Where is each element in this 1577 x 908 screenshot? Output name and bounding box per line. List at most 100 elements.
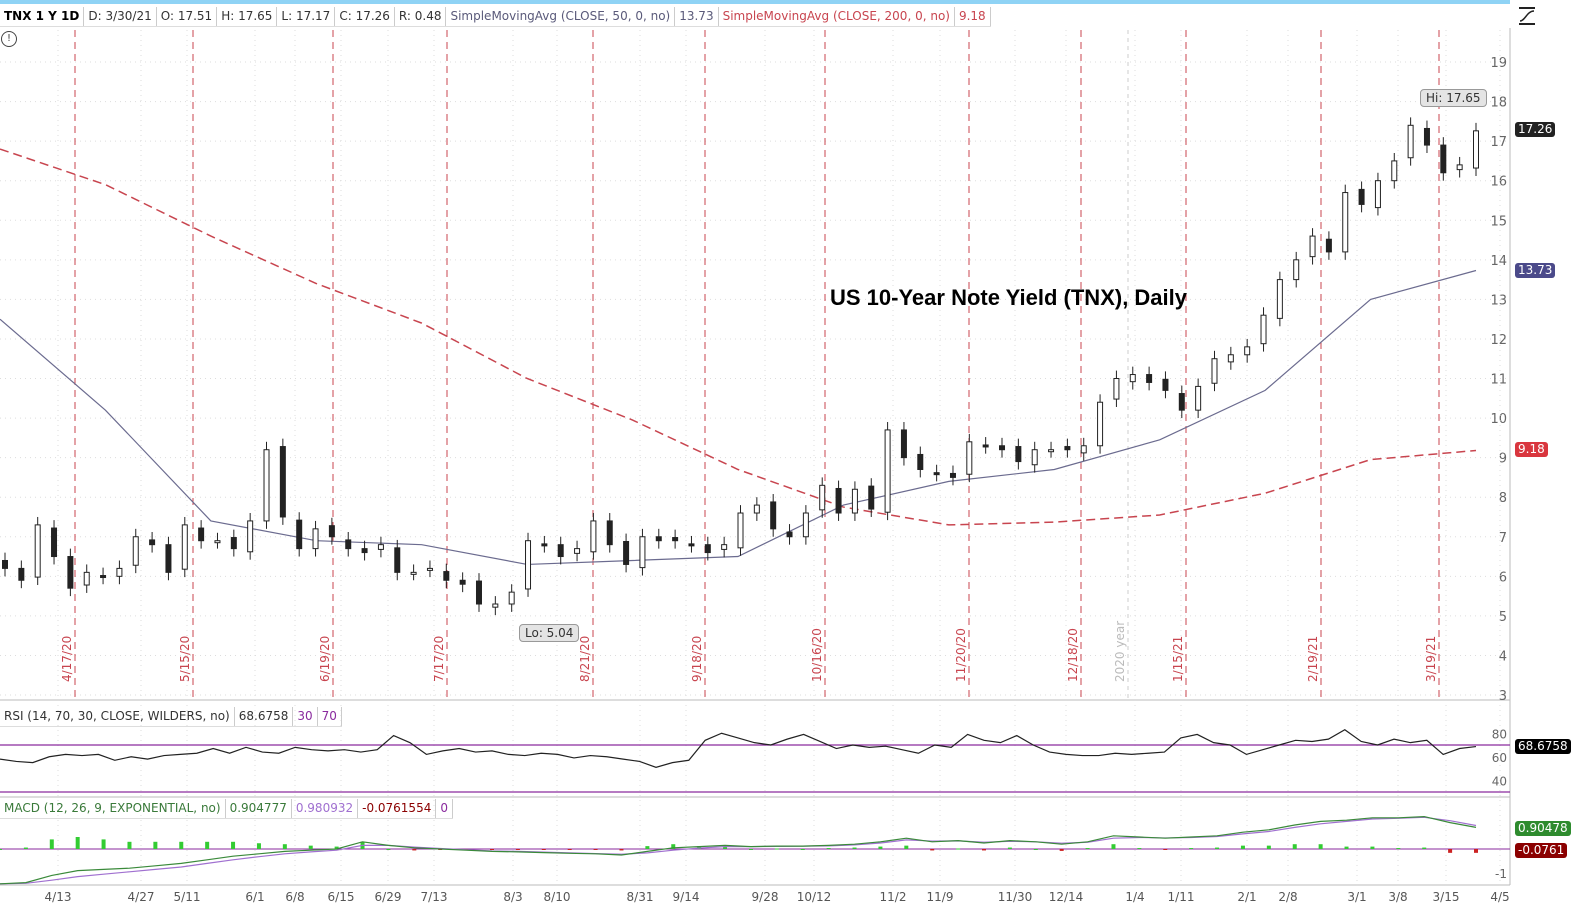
x-tick-label: 9/28	[752, 890, 779, 904]
macd-histogram-bar	[1137, 848, 1142, 850]
macd-histogram-bar	[412, 849, 417, 851]
candle-body	[1162, 378, 1169, 391]
close-value: C: 17.26	[335, 7, 395, 26]
sma50-label[interactable]: SimpleMovingAvg (CLOSE, 50, 0, no)	[446, 7, 676, 26]
macd-histogram-bar	[282, 844, 287, 849]
macd-badge: 0.90478	[1515, 821, 1571, 836]
y-tick-label: 15	[1490, 214, 1507, 229]
x-tick-label: 9/14	[673, 890, 700, 904]
macd-histogram-bar	[593, 849, 598, 850]
expiration-label: 10/16/20	[810, 628, 824, 682]
x-tick-label: 12/14	[1049, 890, 1084, 904]
sma50-line	[0, 269, 1477, 566]
high-value: H: 17.65	[217, 7, 278, 26]
rsi-overbought: 70	[318, 707, 342, 726]
macd-histogram-bar	[723, 846, 728, 849]
macd-histogram-bar	[800, 849, 805, 850]
candle-body	[1211, 358, 1218, 384]
symbol-label[interactable]: TNX 1 Y 1D	[0, 7, 85, 26]
candle-body	[688, 543, 695, 547]
expiration-label: 9/18/20	[690, 636, 704, 682]
trend-line-icon[interactable]	[1517, 6, 1537, 26]
rsi-label[interactable]: RSI (14, 70, 30, CLOSE, WILDERS, no)	[0, 707, 235, 726]
candle-body	[802, 512, 809, 538]
macd-histogram-bar	[774, 848, 779, 850]
macd-label[interactable]: MACD (12, 26, 9, EXPONENTIAL, no)	[0, 799, 226, 818]
rsi-value: 68.6758	[235, 707, 294, 726]
rsi-badge: 68.6758	[1515, 739, 1571, 754]
y-tick-label: 9	[1499, 452, 1507, 467]
macd-header: MACD (12, 26, 9, EXPONENTIAL, no) 0.9047…	[0, 799, 453, 819]
sma200-label[interactable]: SimpleMovingAvg (CLOSE, 200, 0, no)	[719, 7, 955, 26]
sma200-badge: 9.18	[1515, 442, 1548, 457]
candle-body	[279, 446, 286, 518]
candle-body	[1031, 449, 1038, 466]
candle-body	[786, 531, 793, 538]
macd-histogram-bar	[982, 849, 986, 851]
macd-histogram-bar	[1007, 847, 1012, 849]
candle-body	[1276, 279, 1283, 319]
macd-diff: -0.0761554	[358, 799, 437, 818]
candle-body	[475, 580, 482, 605]
candle-body	[884, 429, 891, 513]
macd-histogram-bar	[748, 849, 753, 850]
candle-body	[100, 575, 107, 579]
y-tick-label: 5	[1499, 610, 1507, 625]
candle-body	[1178, 393, 1185, 411]
candle-body	[606, 520, 613, 546]
candle-body	[394, 547, 401, 573]
info-icon[interactable]: !	[1, 31, 17, 47]
candle-body	[328, 525, 335, 538]
candle-body	[1456, 164, 1463, 171]
x-tick-label: 10/12	[797, 890, 832, 904]
candle-body	[116, 567, 123, 577]
x-tick-label: 5/11	[174, 890, 201, 904]
macd-diff-badge: -0.0761	[1515, 843, 1568, 858]
macd-histogram-bar	[0, 849, 2, 850]
macd-histogram-bar	[878, 846, 883, 849]
y-tick-label: 6	[1499, 570, 1507, 585]
x-tick-label: 8/31	[627, 890, 654, 904]
candle-body	[508, 591, 515, 605]
x-tick-label: 2/1	[1237, 890, 1256, 904]
candle-body	[67, 556, 74, 589]
year-label: 2020 year	[1113, 621, 1127, 682]
macd-histogram-bar	[1189, 848, 1194, 850]
candle-body	[819, 484, 826, 511]
x-tick-label: 11/30	[998, 890, 1033, 904]
candle-body	[51, 527, 58, 558]
candle-body	[1391, 160, 1398, 182]
candle-body	[1113, 378, 1120, 400]
macd-histogram-bar	[75, 837, 80, 849]
macd-histogram-bar	[231, 841, 236, 849]
macd-histogram-bar	[49, 839, 54, 849]
candle-body	[868, 485, 875, 510]
candle-body	[377, 544, 384, 550]
macd-histogram-bar	[256, 843, 261, 849]
macd-line	[0, 815, 1477, 885]
candle-body	[132, 536, 139, 566]
candle-body	[1227, 354, 1234, 363]
candle-body	[1244, 346, 1251, 356]
candle-body	[933, 472, 940, 476]
macd-histogram-bar	[956, 848, 961, 850]
expiration-label: 11/20/20	[954, 628, 968, 682]
candle-body	[83, 571, 90, 586]
candle-body	[181, 524, 188, 570]
macd-histogram-bar	[930, 849, 935, 851]
expiration-label: 2/19/21	[1306, 636, 1320, 682]
range-value: R: 0.48	[395, 7, 447, 26]
candle-body	[263, 449, 270, 522]
macd-histogram-bar	[153, 841, 158, 849]
x-tick-label: 8/3	[503, 890, 522, 904]
macd-histogram-bar	[127, 841, 132, 849]
y-tick-label: 13	[1490, 293, 1507, 308]
rsi-line	[0, 729, 1477, 768]
macd-histogram-bar	[1163, 849, 1168, 850]
macd-histogram-bar	[205, 841, 210, 849]
candle-body	[198, 527, 205, 542]
macd-histogram-bar	[101, 839, 106, 849]
candle-body	[230, 537, 237, 550]
macd-histogram-bar	[1033, 849, 1038, 850]
